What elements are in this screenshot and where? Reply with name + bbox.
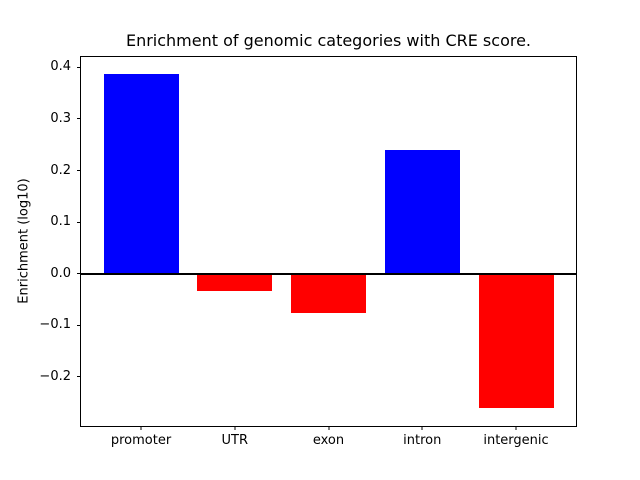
bar-promoter bbox=[103, 73, 179, 274]
zero-line bbox=[81, 272, 576, 275]
x-tick-exon bbox=[328, 426, 329, 430]
bar-exon bbox=[291, 273, 366, 313]
y-axis-label: Enrichment (log10) bbox=[16, 178, 32, 304]
x-tick-label-intergenic: intergenic bbox=[483, 433, 549, 448]
y-tick-label-0.1: 0.1 bbox=[50, 214, 71, 230]
plot-area: promoter UTR exon intron intergenic 0.4 0.3 0.2… bbox=[39, 56, 577, 448]
x-tick-label-intron: intron bbox=[403, 433, 442, 448]
y-tick-0.4 bbox=[77, 66, 81, 68]
y-tick-0.2 bbox=[77, 170, 81, 172]
y-tick-label-0.2: 0.2 bbox=[50, 162, 71, 178]
chart-title: Enrichment of genomic categories with CR… bbox=[125, 31, 532, 50]
bar-intron bbox=[384, 150, 460, 274]
y-tick-label-−0.1: −0.1 bbox=[39, 317, 71, 333]
x-tick-label-exon: exon bbox=[312, 433, 345, 448]
y-tick-label-0.0: 0.0 bbox=[50, 265, 71, 281]
y-tick-−0.1 bbox=[77, 324, 81, 326]
x-tick-UTR bbox=[234, 426, 236, 430]
bar-UTR bbox=[197, 273, 273, 292]
x-tick-promoter bbox=[140, 426, 142, 430]
bar-intergenic bbox=[478, 273, 554, 409]
y-tick-0.3 bbox=[77, 118, 81, 120]
y-tick-label-0.3: 0.3 bbox=[50, 111, 71, 127]
x-tick-intron bbox=[421, 426, 423, 430]
y-tick-0.1 bbox=[77, 221, 81, 223]
y-tick-label-0.4: 0.4 bbox=[50, 59, 71, 75]
y-tick-−0.2 bbox=[77, 376, 81, 378]
y-tick-0.0 bbox=[77, 273, 81, 275]
x-tick-intergenic bbox=[515, 426, 517, 430]
x-tick-label-promoter: promoter bbox=[110, 433, 172, 448]
y-tick-label-−0.2: −0.2 bbox=[39, 369, 71, 385]
x-tick-label-UTR: UTR bbox=[221, 433, 249, 448]
